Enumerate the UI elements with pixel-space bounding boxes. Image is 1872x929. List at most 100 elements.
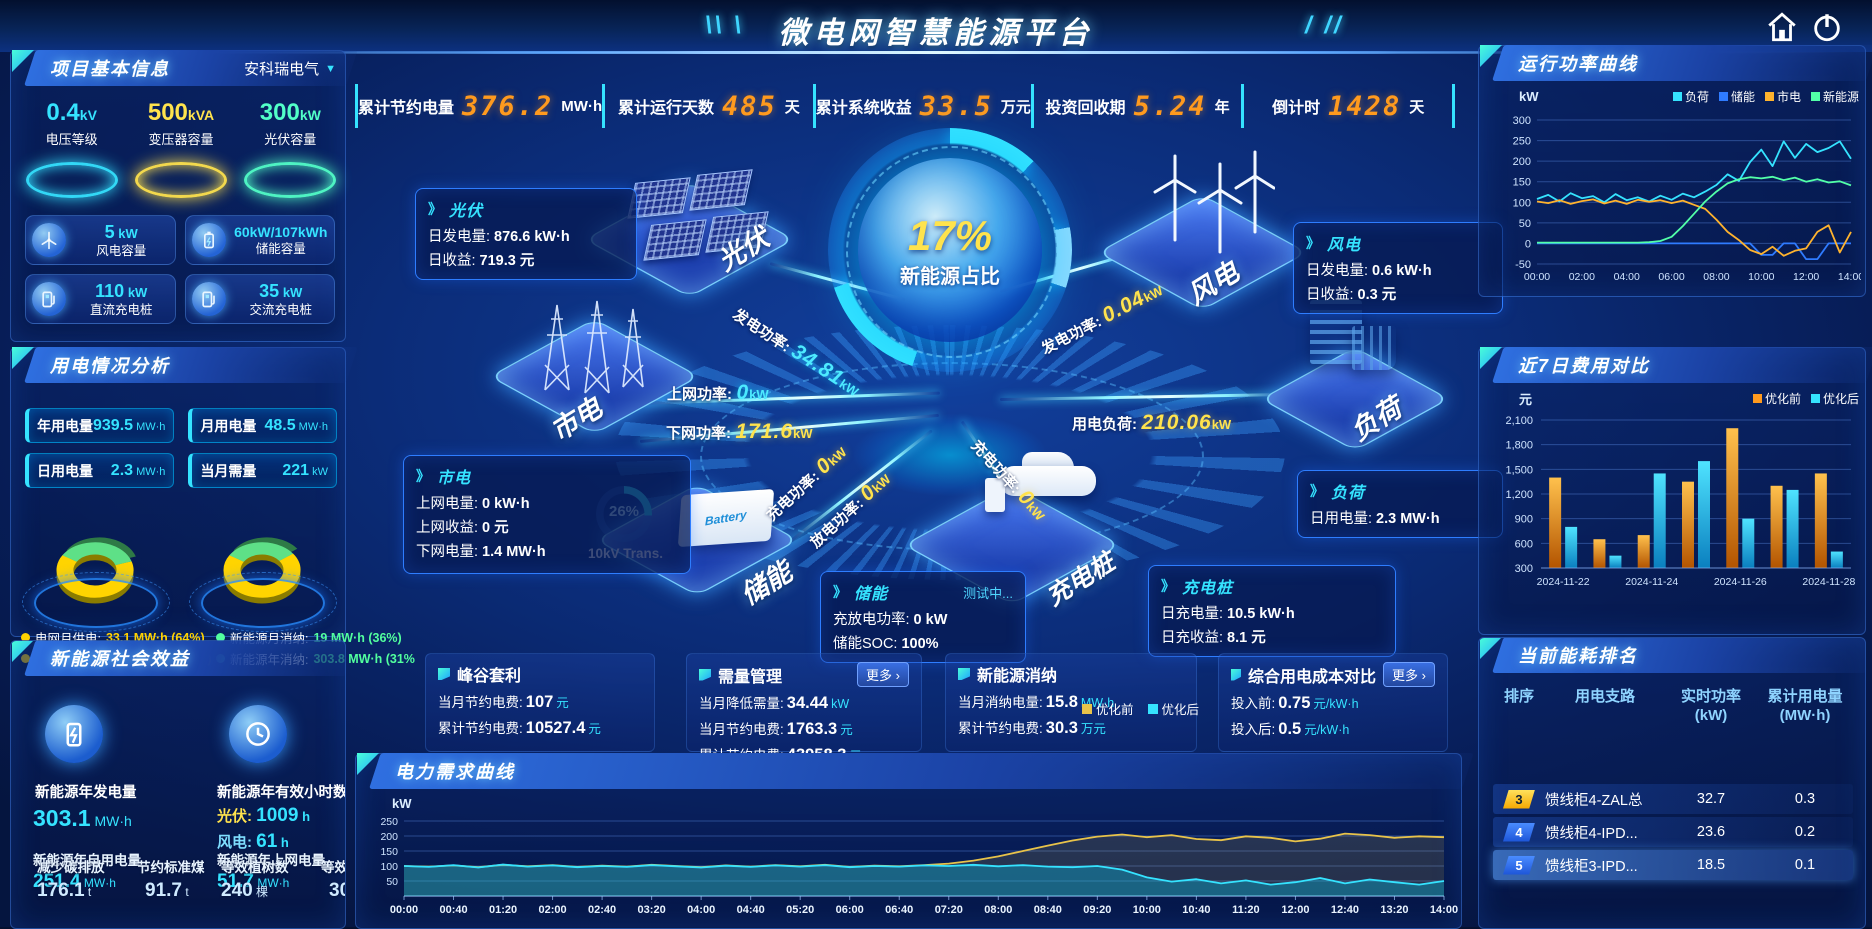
power-icon[interactable] [1810,10,1844,44]
rank-badge: 4 [1503,822,1535,842]
svg-text:00:00: 00:00 [1524,271,1550,283]
benefit-stat-unit: MW·h [80,876,116,890]
capacity-value: 110 kW [95,281,148,302]
card-corner-icon [1231,668,1242,681]
summary-row-unit: 元/kW·h [1313,697,1359,711]
demand-chart-legend[interactable]: 优化前 优化后 [1082,699,1199,718]
panel-title: 用电情况分析 [50,356,170,376]
power-chart-legend[interactable]: 负荷 储能 市电 新能源 [1672,88,1859,105]
panel-title: 近7日费用对比 [1518,356,1651,376]
kpi-value: 485 [722,90,777,122]
device-card-row-1: 上网收益: 0 元 [416,516,678,537]
summary-card-2: 新能源消纳 当月消纳电量: 15.8 MW·h 累计节约电费: 30.3 万元 [945,653,1197,752]
chevron-down-icon: ▼ [325,62,336,75]
summary-row-label: 累计节约电费: [438,721,523,736]
more-button[interactable]: 更多 › [857,662,909,687]
usage-stat-label: 当月需量 [200,462,257,479]
panel-power-curve: 运行功率曲线 kW 负荷 储能 市电 新能源 300 250 200 150 100 50 0 -5… [1478,45,1872,297]
svg-text:02:00: 02:00 [1569,271,1595,283]
benefit-stat: 减少碳排放 176.1 t [37,856,105,901]
demand-y-unit: kW [392,796,412,811]
svg-text:250: 250 [1513,136,1531,148]
summary-row-label: 当月节约电费: [699,722,784,737]
summary-row-label: 累计节约电费: [958,721,1043,736]
kpi-label: 投资回收期 [1045,100,1126,117]
panel-new-energy-benefit: 新能源社会效益 新能源年发电量 303.1 MW·h 新能源年有效小时数 光伏: 10… [10,640,346,929]
panel-title: 新能源社会效益 [50,649,190,669]
pedestal-label: 变压器容量 [148,132,214,147]
summary-row-label: 投入前: [1231,696,1276,711]
legend-item-优化后[interactable]: 优化后 [1147,699,1199,718]
device-row-label: 日充电量: [1161,606,1224,622]
solar-panel-graphic [689,169,753,211]
rank-col-header-1: 用电支路 [1574,688,1635,705]
device-card-row-0: 日充电量: 10.5 kW·h [1161,602,1383,623]
device-card-note: 测试中... [963,585,1013,601]
device-row-label: 日发电量: [428,229,491,245]
kpi-label: 累计运行天数 [618,100,715,117]
rank-row-4[interactable]: 4 馈线柜4-IPD... 23.6 0.2 [1493,817,1853,847]
summary-row-value: 0.75 [1278,694,1311,712]
svg-text:1,800: 1,800 [1505,440,1533,452]
device-row-label: 日用电量: [1310,511,1373,527]
kpi-value: 1428 [1328,90,1402,122]
usage-donut-month [20,524,170,632]
summary-row-label: 当月节约电费: [438,695,523,710]
svg-text:900: 900 [1515,514,1533,526]
panel-energy-rank: 当前能耗排名 排序 用电支路 实时功率 (kW) 累计用电量 (MW·h) 3 馈线柜4-Z… [1478,637,1866,929]
power-chart-y-unit: kW [1519,88,1539,104]
rank-branch: 馈线柜3-IPD... [1545,858,1638,875]
panel-demand-curve: 电力需求曲线 kW 250 200 150 100 50 00:00 00:40 01:20 0… [355,753,1474,929]
rank-col-header-3: 累计用电量 (MW·h) [1767,688,1843,724]
more-button[interactable]: 更多 › [1383,662,1435,687]
svg-text:-50: -50 [1515,259,1531,271]
kpi-item-4: 倒计时 1428 天 [1241,84,1455,128]
power-towers-graphic [525,275,655,400]
summary-row-label: 当月降低需量: [699,696,784,711]
summary-card-title: 需量管理 [718,668,783,686]
rank-col-header-0: 排序 [1503,688,1534,705]
home-icon[interactable] [1765,10,1799,44]
legend-item-负荷[interactable]: 负荷 [1672,88,1709,105]
device-card-title-row: 》风电 [1306,231,1490,255]
benefit-stat-unit: t [181,885,189,899]
summary-card-0: 峰谷套利 当月节约电费: 107 元累计节约电费: 10527.4 元 [425,653,655,752]
device-card-title: 光伏 [449,203,484,220]
rank-power: 23.6 [1696,824,1726,840]
legend-item-储能[interactable]: 储能 [1718,88,1755,105]
pedestal-label: 光伏容量 [264,132,317,147]
svg-text:14:00: 14:00 [1430,904,1458,916]
svg-text:03:20: 03:20 [638,904,666,916]
rank-row-5[interactable]: 5 馈线柜3-IPD... 18.5 0.1 [1493,850,1853,880]
rank-row-3[interactable]: 3 馈线柜4-ZAL总 32.7 0.3 [1493,784,1853,814]
device-card-row-1: 日收益: 0.3 元 [1306,283,1490,304]
device-card-row-2: 下网电量: 1.4 MW·h [416,540,678,561]
legend-item-优化后[interactable]: 优化后 [1810,390,1859,407]
arrow-icon: 》 [833,584,847,600]
usage-stat-value: 221 [282,461,310,479]
benefit-body: 新能源年发电量 303.1 MW·h 新能源年有效小时数 光伏: 1009 h 风电: … [11,677,345,928]
summary-row-unit: 元/kW·h [1304,723,1350,737]
panel-project-header: 项目基本信息 安科瑞电气 ▼ [10,50,358,86]
legend-item-优化前[interactable]: 优化前 [1752,390,1801,407]
cost-chart-legend[interactable]: 优化前 优化后 [1752,390,1859,407]
svg-text:50: 50 [386,876,398,888]
solar-panel-graphic [643,219,707,261]
legend-item-新能源[interactable]: 新能源 [1810,88,1859,105]
company-select[interactable]: 安科瑞电气 ▼ [244,58,336,79]
capacity-label: 风电容量 [96,243,147,258]
legend-item-优化前[interactable]: 优化前 [1082,699,1134,718]
rank-table-header: 排序 用电支路 实时功率 (kW) 累计用电量 (MW·h) [1493,688,1853,726]
svg-text:250: 250 [380,816,398,828]
arrow-icon: 》 [1310,483,1324,499]
device-card-row-1: 储能SOC: 100% [833,632,1013,653]
ev-car-graphic [1000,466,1096,496]
panel-title: 项目基本信息 [50,59,170,79]
kpi-unit: 天 [1409,98,1425,116]
device-card-title-row: 》市电 [416,464,678,488]
kpi-value: 376.2 [462,90,554,122]
svg-text:50: 50 [1519,218,1531,230]
legend-item-市电[interactable]: 市电 [1764,88,1801,105]
